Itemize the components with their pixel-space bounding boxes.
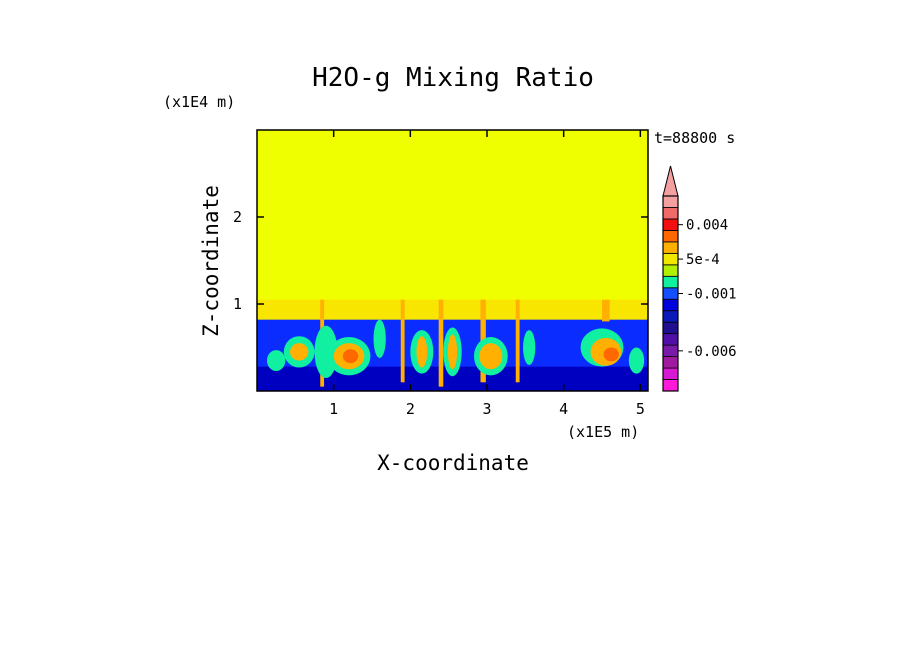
colorbar-level bbox=[662, 207, 679, 220]
colorbar-level bbox=[662, 275, 679, 289]
colorbar-level bbox=[662, 218, 679, 231]
field-contour-feature bbox=[342, 349, 359, 364]
field-plume bbox=[515, 299, 520, 383]
colorbar-level bbox=[662, 310, 679, 323]
field-plume bbox=[602, 299, 610, 322]
field-contour-feature bbox=[628, 347, 645, 374]
contour-field bbox=[257, 130, 648, 391]
colorbar-level bbox=[662, 241, 679, 254]
colorbar-level bbox=[662, 252, 679, 266]
field-contour-feature bbox=[447, 334, 458, 370]
colorbar-level bbox=[662, 230, 679, 243]
chart-title: H2O-g Mixing Ratio bbox=[312, 63, 594, 93]
x-tick-label: 5 bbox=[636, 400, 645, 418]
x-tick-label: 2 bbox=[406, 400, 415, 418]
colorbar-tick-label: 5e-4 bbox=[686, 252, 720, 268]
colorbar-tick-label: 0.004 bbox=[686, 218, 728, 234]
time-label: t=88800 s bbox=[654, 129, 735, 147]
y-axis-label: Z-coordinate bbox=[199, 185, 223, 337]
colorbar-level bbox=[662, 298, 679, 312]
colorbar-extend-max bbox=[662, 165, 679, 197]
field-contour-feature bbox=[479, 343, 503, 370]
y-ticks: 12 bbox=[233, 208, 648, 313]
x-tick-label: 1 bbox=[329, 400, 338, 418]
field-crest-band bbox=[257, 299, 648, 320]
x-tick-label: 4 bbox=[559, 400, 568, 418]
colorbar-level bbox=[662, 195, 679, 208]
field-contour-feature bbox=[266, 350, 286, 371]
colorbar-level bbox=[662, 356, 679, 369]
colorbar-tick-label: -0.001 bbox=[686, 287, 737, 303]
colorbar-level bbox=[662, 344, 679, 357]
y-tick-label: 2 bbox=[233, 208, 242, 226]
field-contour-feature bbox=[373, 319, 386, 358]
field-contour-feature bbox=[603, 347, 619, 362]
y-tick-label: 1 bbox=[233, 295, 242, 313]
field-contour-feature bbox=[416, 336, 428, 368]
y-unit-label: (x1E4 m) bbox=[163, 93, 235, 111]
colorbar-level bbox=[662, 264, 679, 277]
colorbar-tick-label: -0.006 bbox=[686, 344, 737, 360]
colorbar-level bbox=[662, 367, 679, 380]
colorbar-level bbox=[662, 333, 679, 346]
colorbar-level bbox=[662, 321, 679, 335]
plot-frame bbox=[256, 129, 649, 392]
x-unit-label: (x1E5 m) bbox=[567, 423, 639, 441]
field-contour-feature bbox=[523, 330, 536, 365]
x-axis-label: X-coordinate bbox=[377, 451, 529, 475]
field-contour-feature bbox=[289, 343, 309, 361]
field-plume bbox=[438, 299, 444, 387]
x-tick-label: 3 bbox=[482, 400, 491, 418]
field-plume bbox=[400, 299, 405, 383]
colorbar: 0.004 5e-4 -0.001 -0.006 bbox=[662, 165, 737, 392]
x-ticks: 1 2 3 4 5 bbox=[329, 130, 645, 418]
colorbar-level bbox=[662, 379, 679, 392]
colorbar-level bbox=[662, 287, 679, 300]
